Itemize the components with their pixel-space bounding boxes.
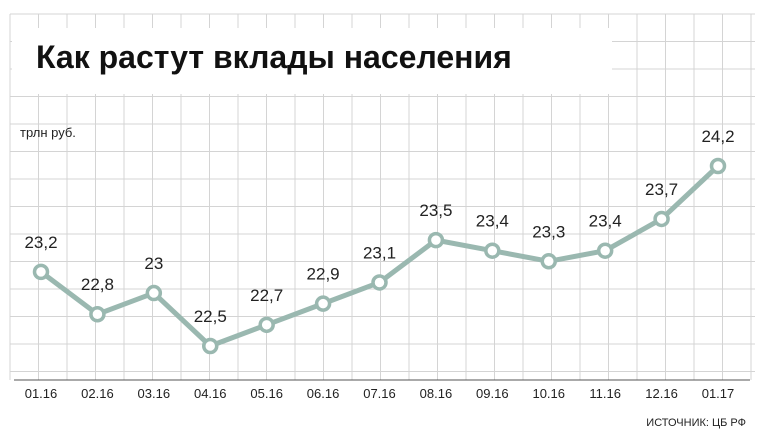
x-tick-label-09.16: 09.16 — [476, 386, 509, 401]
data-point-03.16 — [145, 284, 163, 302]
data-label-05.16: 22,7 — [250, 286, 283, 305]
source-note: ИСТОЧНИК: ЦБ РФ — [646, 417, 746, 429]
data-label-07.16: 23,1 — [363, 243, 396, 262]
x-tick-label-02.16: 02.16 — [81, 386, 114, 401]
data-label-01.16: 23,2 — [24, 233, 57, 252]
x-tick-label-05.16: 05.16 — [250, 386, 283, 401]
data-label-06.16: 22,9 — [307, 265, 340, 284]
data-label-10.16: 23,3 — [532, 222, 565, 241]
x-tick-label-07.16: 07.16 — [363, 386, 396, 401]
data-labels: 23,2 22,8 23 22,5 22,7 22,9 23,1 23,5 23,4 23,3 23… — [24, 127, 734, 326]
markers — [32, 157, 727, 355]
x-axis-ticks: 01.16 02.16 03.16 04.16 05.16 06.16 07.16 08.16… — [25, 386, 735, 401]
data-label-01.17: 24,2 — [701, 127, 734, 146]
data-point-09.16 — [484, 242, 501, 259]
data-point-02.16 — [89, 305, 106, 323]
data-label-02.16: 22,8 — [81, 275, 114, 294]
title-backdrop — [12, 28, 612, 94]
data-point-10.16 — [540, 253, 557, 270]
data-point-07.16 — [371, 274, 388, 291]
x-tick-label-01.16: 01.16 — [25, 386, 58, 401]
data-label-12.16: 23,7 — [645, 180, 678, 199]
x-tick-label-03.16: 03.16 — [138, 386, 171, 401]
data-label-08.16: 23,5 — [419, 201, 452, 220]
data-label-09.16: 23,4 — [476, 212, 509, 231]
data-label-03.16: 23 — [144, 254, 163, 273]
x-tick-label-10.16: 10.16 — [532, 386, 565, 401]
x-tick-label-11.16: 11.16 — [589, 386, 621, 401]
data-point-12.16 — [653, 210, 670, 228]
unit-label: трлн руб. — [20, 125, 76, 140]
data-point-01.16 — [32, 263, 50, 281]
data-point-01.17 — [709, 157, 727, 175]
data-label-11.16: 23,4 — [589, 212, 622, 231]
data-point-06.16 — [314, 295, 332, 312]
data-point-04.16 — [202, 337, 219, 355]
data-label-04.16: 22,5 — [194, 307, 227, 326]
x-tick-label-08.16: 08.16 — [420, 386, 453, 401]
chart-title: Как растут вклады населения — [36, 39, 512, 75]
x-tick-label-12.16: 12.16 — [645, 386, 678, 401]
x-tick-label-01.17: 01.17 — [702, 386, 735, 401]
x-tick-label-04.16: 04.16 — [194, 386, 227, 401]
data-point-08.16 — [427, 231, 445, 249]
data-point-11.16 — [596, 242, 614, 259]
data-point-05.16 — [258, 316, 275, 334]
x-tick-label-06.16: 06.16 — [307, 386, 340, 401]
